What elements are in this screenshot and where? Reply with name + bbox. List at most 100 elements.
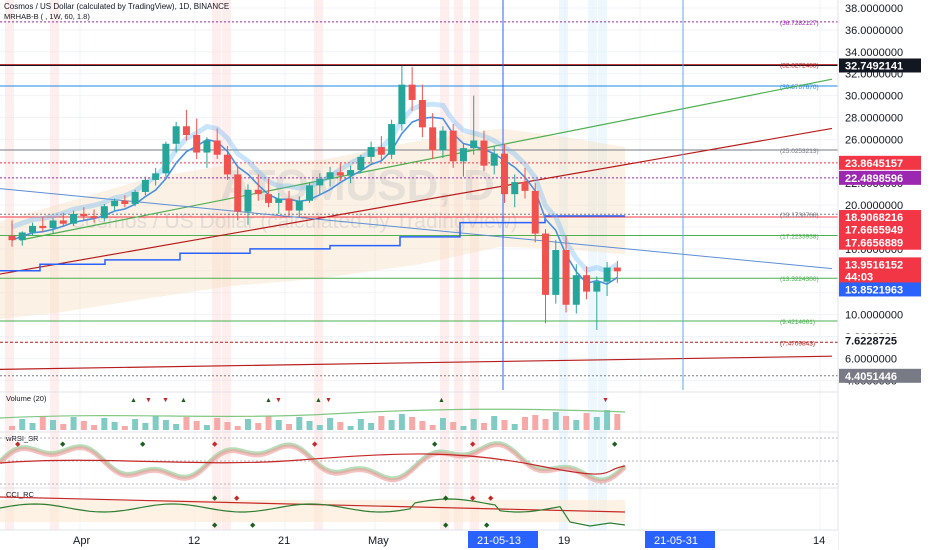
- volume-bar: [29, 423, 36, 430]
- candle-body: [603, 267, 611, 282]
- volume-bar: [162, 420, 169, 430]
- price-tick: 38.0000000: [845, 3, 903, 15]
- candle-body: [80, 213, 88, 217]
- candle-body: [203, 140, 211, 153]
- volume-signal: ▲: [265, 397, 272, 404]
- candle-body: [193, 135, 201, 153]
- volume-bar: [614, 414, 621, 430]
- candle-body: [347, 170, 355, 176]
- volume-bar: [306, 421, 313, 430]
- volume-bar: [337, 422, 344, 430]
- time-highlight-label: 21-05-31: [654, 535, 698, 547]
- session-band: [222, 0, 231, 530]
- volume-signal: ▲: [130, 397, 137, 404]
- candle-body: [39, 225, 47, 229]
- candle-body: [70, 213, 78, 224]
- volume-bar: [80, 421, 87, 430]
- volume-bar: [450, 422, 457, 430]
- candle-body: [613, 267, 621, 272]
- volume-bar: [234, 426, 241, 430]
- rsi-signal-marker: ◆: [612, 441, 618, 448]
- cci-signal-marker: ◆: [488, 495, 494, 502]
- drawing-lines: (36.7282127) (32.8272488) (30.8767670) (25.…: [0, 0, 838, 390]
- time-highlight-label: 21-05-13: [477, 535, 521, 547]
- session-band: [5, 0, 14, 530]
- volume-bar: [501, 420, 508, 430]
- price-tag: [839, 155, 921, 170]
- moving-average: [11, 116, 618, 286]
- price-tick: 6.0000000: [845, 353, 897, 365]
- candle-body: [511, 182, 519, 195]
- candlestick-series: [8, 66, 621, 330]
- volume-signal: ▼: [602, 397, 609, 404]
- candle-body: [111, 200, 119, 207]
- candle-body: [244, 189, 252, 212]
- level-label: (17.2233938): [780, 234, 819, 241]
- candle-body: [306, 185, 314, 201]
- price-tick: 30.0000000: [845, 91, 903, 103]
- volume-bar: [593, 417, 600, 430]
- candle-body: [398, 84, 406, 125]
- rsi-signal: [0, 453, 626, 475]
- volume-bar: [522, 417, 528, 430]
- candle-body: [213, 140, 221, 155]
- price-tag: [839, 170, 921, 185]
- volume-bar: [409, 417, 416, 430]
- volume-bar: [39, 416, 46, 430]
- rsi-signal-marker: ◆: [140, 441, 146, 448]
- price-tag: [839, 282, 921, 297]
- cci-signal-marker: ◆: [212, 495, 218, 502]
- volume-bar: [542, 419, 549, 430]
- price-tag: [839, 222, 921, 237]
- price-tag-label: 23.8645157: [845, 158, 903, 170]
- indicator-label: MRHAB-B ( , 1W, 60, 1.8): [4, 12, 90, 21]
- price-tag-label: 17.6665949: [845, 225, 903, 237]
- rsi-signal-marker: ◆: [470, 441, 476, 448]
- price-tick: 10.0000000: [845, 310, 903, 322]
- price-tag-label: 44:03: [845, 271, 873, 283]
- price-tag: [839, 58, 921, 73]
- candle-body: [531, 190, 539, 234]
- candle-body: [408, 84, 416, 100]
- candle-body: [583, 275, 591, 292]
- price-tag: [839, 257, 921, 272]
- volume-bar: [491, 416, 498, 430]
- cci-signal-marker: ◆: [234, 495, 240, 502]
- candle-body: [141, 179, 149, 192]
- session-band: [212, 0, 221, 530]
- volume-bar: [439, 418, 446, 430]
- time-tick: Apr: [73, 535, 90, 547]
- volume-bar: [132, 419, 139, 430]
- session-band: [454, 0, 463, 530]
- cci-signal-marker: ◆: [484, 522, 490, 529]
- candle-body: [418, 99, 426, 128]
- candle-body: [131, 191, 139, 205]
- support-line: [0, 355, 833, 370]
- level-label: (19.1738766): [780, 212, 819, 219]
- candle-body: [8, 235, 16, 241]
- session-band: [588, 0, 597, 530]
- price-tag-label: 18.9068216: [845, 212, 903, 224]
- volume-bar: [193, 421, 200, 430]
- price-tag-label: 22.4898596: [845, 173, 903, 185]
- rsi-band-red: [0, 443, 627, 484]
- price-tag: [839, 333, 921, 348]
- price-tag-label: 17.6656889: [845, 238, 903, 250]
- candle-body: [562, 249, 570, 305]
- volume-signal: ▲: [315, 397, 322, 404]
- volume-bar: [604, 410, 611, 430]
- volume-bar: [286, 424, 293, 430]
- chart-title: Cosmos / US Dollar (calculated by Tradin…: [4, 2, 229, 11]
- price-tag: [839, 210, 921, 225]
- session-band: [470, 0, 479, 530]
- price-tag-label: 32.7492141: [845, 60, 903, 72]
- volume-bar: [368, 423, 375, 430]
- volume-bar: [357, 419, 364, 430]
- candle-body: [295, 200, 303, 211]
- level-label: (9.4214661): [780, 319, 815, 326]
- candle-body: [572, 275, 580, 305]
- price-tag: [839, 368, 921, 383]
- volume-ma: [0, 408, 626, 419]
